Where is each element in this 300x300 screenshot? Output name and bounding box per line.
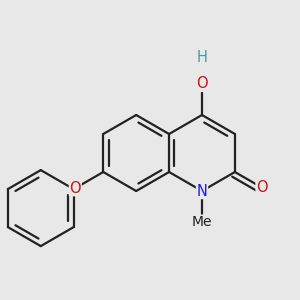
Text: H: H [196,50,207,65]
Text: O: O [196,76,208,91]
Text: O: O [256,180,268,195]
Text: O: O [70,181,81,196]
Text: Me: Me [192,215,212,229]
Text: N: N [196,184,207,199]
